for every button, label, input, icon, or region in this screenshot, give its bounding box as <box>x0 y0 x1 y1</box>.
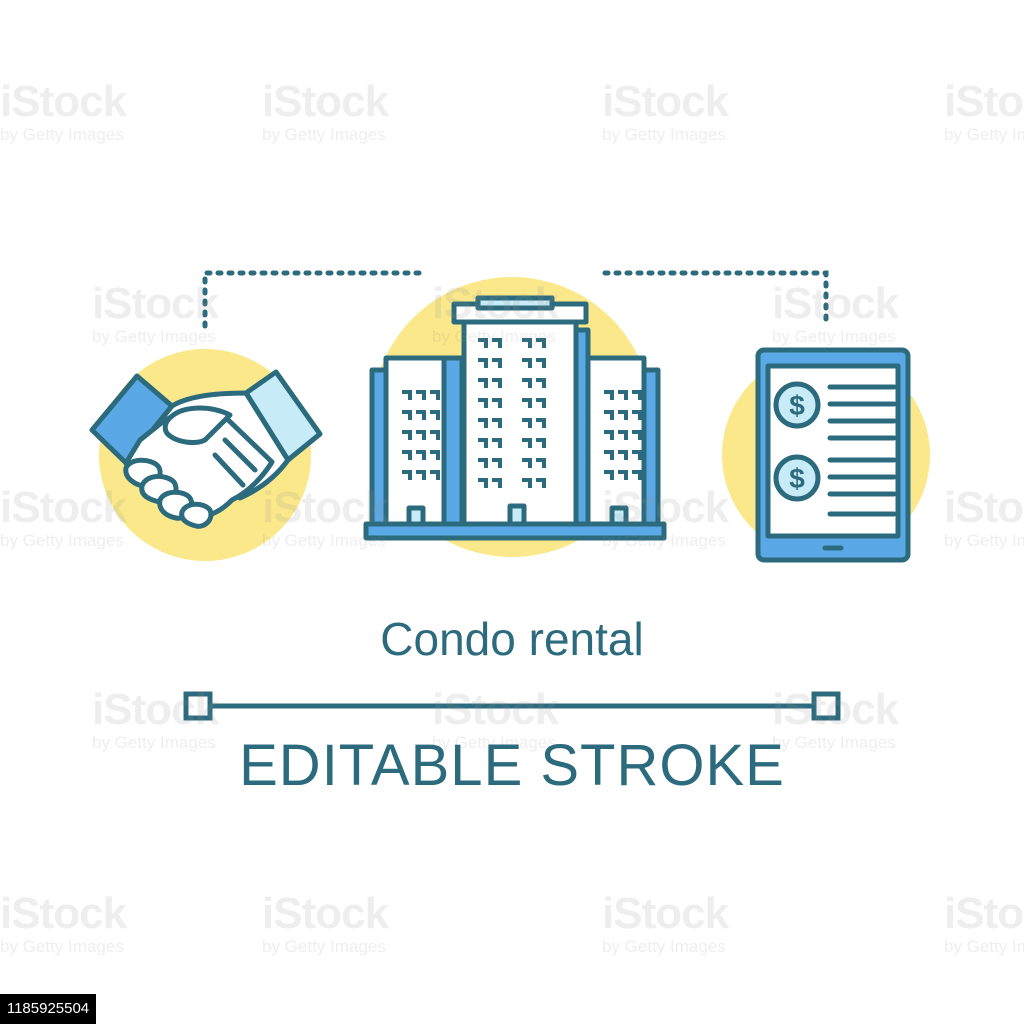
left-tower <box>383 355 447 529</box>
dollar-sign-top: $ <box>789 390 805 421</box>
condo-building-icon <box>363 277 667 557</box>
handshake-icon <box>89 349 323 561</box>
dollar-sign-bottom: $ <box>789 463 805 494</box>
tablet-payment-icon: $ $ <box>722 347 930 563</box>
center-door <box>507 503 527 527</box>
tablet-screen <box>765 363 901 539</box>
thumb <box>162 405 233 446</box>
right-tower <box>585 355 647 529</box>
illustration-title: Condo rental <box>380 613 644 665</box>
finger-4 <box>179 501 214 529</box>
dotted-connector-left <box>202 270 423 329</box>
left-door <box>406 505 426 527</box>
editable-stroke-label: EDITABLE STROKE <box>239 733 785 798</box>
dollar-coin-top <box>773 381 821 429</box>
dollar-coin-bottom <box>773 454 821 502</box>
right-door <box>609 505 629 527</box>
editable-stroke-line <box>183 691 841 721</box>
building-windows <box>402 338 642 488</box>
text-lines <box>827 384 897 517</box>
central-tower-cap <box>475 295 555 311</box>
stroke-handle-left <box>183 691 213 721</box>
stock-image-id: 1185925504 <box>0 994 96 1024</box>
dotted-connector-right <box>602 270 829 329</box>
stroke-handle-right <box>811 691 841 721</box>
